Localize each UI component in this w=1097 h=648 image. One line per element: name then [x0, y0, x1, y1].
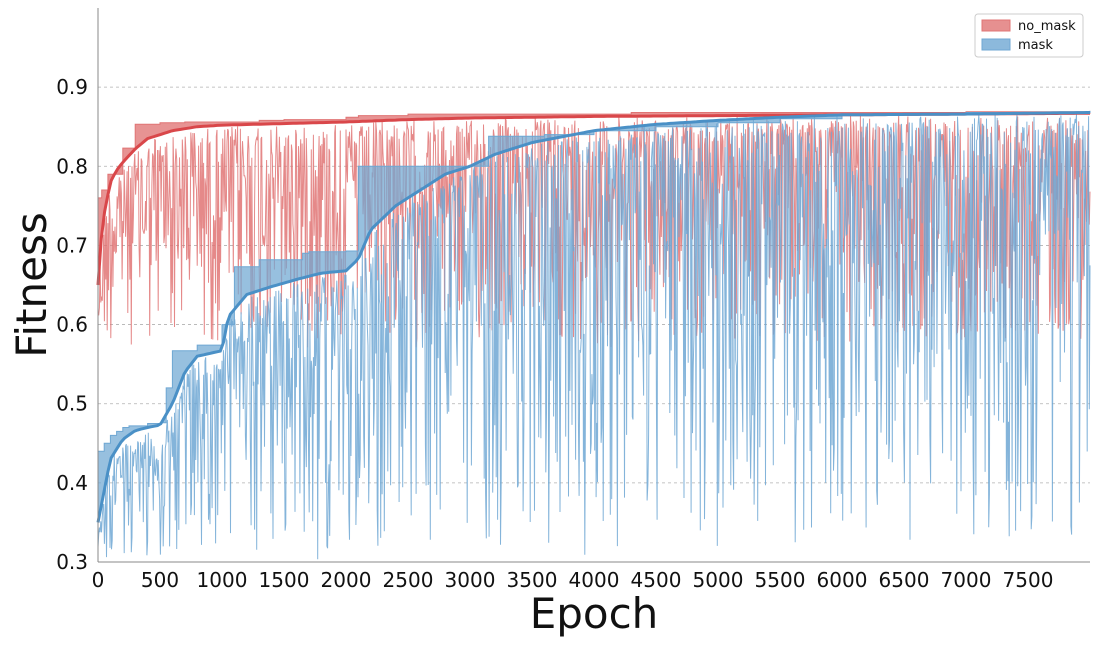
y-tick-label: 0.3 [56, 550, 88, 574]
x-tick-labels: 0 500 1000 1500 2000 2500 3000 3500 4000 4500 5000… [92, 568, 1054, 592]
x-tick-label: 3500 [507, 568, 558, 592]
x-tick-label: 0 [92, 568, 105, 592]
legend: no_mask mask [974, 13, 1084, 58]
population-traces [97, 113, 1091, 560]
y-tick-label: 0.8 [56, 154, 88, 178]
legend-label-no-mask: no_mask [1018, 19, 1076, 34]
x-tick-label: 4000 [569, 568, 620, 592]
legend-label-mask: mask [1018, 38, 1053, 53]
x-tick-label: 1000 [197, 568, 248, 592]
x-tick-label: 5000 [693, 568, 744, 592]
x-tick-label: 2500 [383, 568, 434, 592]
y-tick-label: 0.7 [56, 233, 88, 257]
x-tick-label: 7000 [941, 568, 992, 592]
x-axis-label: Epoch [530, 589, 659, 638]
axes [97, 8, 1090, 563]
x-tick-label: 6500 [879, 568, 930, 592]
x-tick-label: 6000 [817, 568, 868, 592]
x-tick-label: 1500 [259, 568, 310, 592]
y-tick-label: 0.9 [56, 75, 88, 99]
x-tick-label: 5500 [755, 568, 806, 592]
legend-swatch-no-mask [981, 19, 1011, 32]
mean-fitness-lines [96, 111, 1090, 523]
x-tick-label: 4500 [631, 568, 682, 592]
x-tick-label: 2000 [321, 568, 372, 592]
x-tick-label: 7500 [1003, 568, 1054, 592]
x-tick-label: 500 [141, 568, 179, 592]
mean-fitness-line-mask [96, 111, 1090, 523]
legend-swatch-mask [981, 38, 1011, 51]
y-tick-labels: 0.3 0.4 0.5 0.6 0.7 0.8 0.9 [56, 75, 88, 574]
y-tick-label: 0.4 [56, 471, 88, 495]
population-trace-mask [97, 113, 1091, 560]
y-tick-label: 0.5 [56, 392, 88, 416]
y-axis-label: Fitness [7, 212, 56, 357]
x-tick-label: 3000 [445, 568, 496, 592]
y-tick-label: 0.6 [56, 313, 88, 337]
